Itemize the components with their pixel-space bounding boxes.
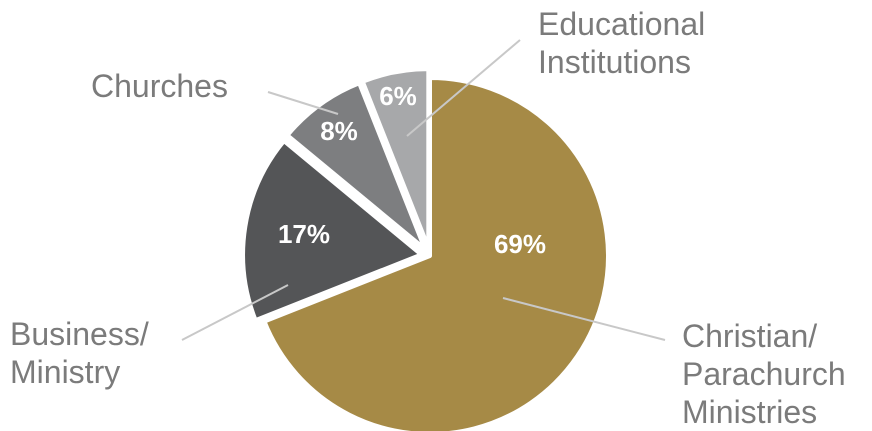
- leader-lines: [181, 39, 666, 341]
- category-label-line: Institutions: [538, 44, 691, 80]
- pie-slice: [285, 81, 427, 251]
- slice-category-label: Christian/Parachurch Ministries: [682, 318, 846, 430]
- category-label-line: Churches: [91, 68, 228, 104]
- leader-line: [267, 91, 339, 115]
- slice-percent-label: 17%: [278, 219, 330, 249]
- slice-category-label: Business/Ministry: [10, 316, 149, 390]
- pie-slice: [241, 139, 424, 323]
- category-label-line: Ministry: [10, 354, 120, 390]
- pie-slice: [262, 76, 610, 431]
- leader-line: [181, 284, 289, 341]
- leader-line: [502, 297, 666, 341]
- pie-slice: [360, 67, 431, 250]
- slice-percent-label: 8%: [320, 116, 358, 146]
- category-label-line: Christian/: [682, 318, 817, 354]
- category-label-line: Business/: [10, 316, 149, 352]
- slice-category-label: Churches: [91, 68, 228, 104]
- pie-slices: [241, 67, 610, 431]
- slice-percent-label: 6%: [379, 81, 417, 111]
- category-label-line: Educational: [538, 6, 705, 42]
- percent-labels: 69% 17% 8% 6%: [278, 81, 546, 259]
- category-label-line: Ministries: [682, 394, 817, 430]
- slice-percent-label: 69%: [494, 229, 546, 259]
- leader-line: [406, 39, 521, 137]
- category-labels: Christian/Parachurch Ministries Business/M…: [10, 6, 846, 430]
- slice-category-label: Educational Institutions: [538, 6, 705, 80]
- category-label-line: Parachurch: [682, 356, 846, 392]
